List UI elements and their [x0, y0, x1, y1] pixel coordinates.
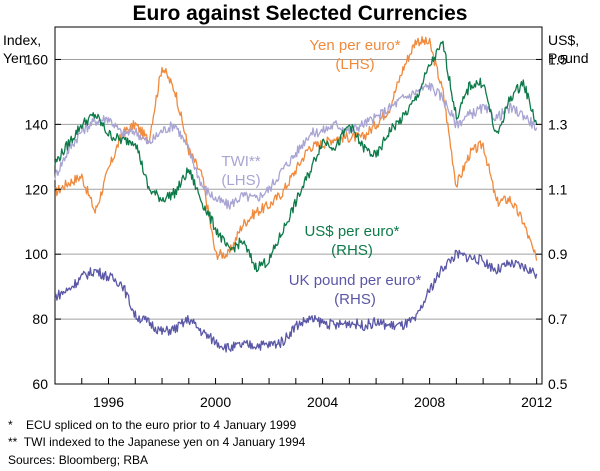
footnote-ecu: * ECU spliced on to the euro prior to 4 …: [8, 418, 297, 432]
series-label-yen-per-euro: Yen per euro*: [309, 37, 400, 54]
y-tick-label-left-80: 80: [32, 311, 48, 327]
series-unit-twi: (LHS): [221, 172, 260, 189]
series-label-twi: TWI**: [221, 153, 260, 170]
y-tick-label-left-100: 100: [25, 246, 49, 262]
footnote-twi: ** TWI indexed to the Japanese yen on 4 …: [8, 435, 306, 449]
y-tick-label-right-1.3: 1.3: [548, 116, 568, 132]
x-tick-label-1996: 1996: [93, 394, 124, 410]
right-axis-label-line2: Pound: [548, 50, 588, 66]
y-tick-label-right-1.1: 1.1: [548, 181, 568, 197]
x-tick-label-2008: 2008: [414, 394, 445, 410]
chart-title: Euro against Selected Currencies: [132, 2, 468, 25]
x-tick-label-2012: 2012: [521, 394, 552, 410]
x-tick-label-2004: 2004: [307, 394, 338, 410]
footnote-sources: Sources: Bloomberg; RBA: [8, 453, 149, 467]
y-tick-label-left-60: 60: [32, 376, 48, 392]
y-tick-label-left-160: 160: [25, 51, 49, 67]
left-axis-label-line1: Index,: [3, 32, 41, 48]
series-unit-us-per-euro: (RHS): [331, 242, 373, 259]
left-axis-label-line2: Yen: [3, 50, 27, 66]
y-tick-label-left-140: 140: [25, 116, 49, 132]
y-tick-label-right-0.9: 0.9: [548, 246, 568, 262]
series-line-us-per-euro: [54, 40, 538, 273]
y-tick-label-right-1.5: 1.5: [548, 51, 568, 67]
series-label-us-per-euro: US$ per euro*: [304, 223, 399, 240]
x-tick-label-2000: 2000: [200, 394, 231, 410]
series-unit-uk-pound-per-euro: (RHS): [334, 291, 376, 308]
y-tick-label-left-120: 120: [25, 181, 49, 197]
y-tick-label-right-0.5: 0.5: [548, 376, 568, 392]
plot-frame: [54, 26, 543, 385]
series-unit-yen-per-euro: (LHS): [335, 56, 374, 73]
y-tick-label-right-0.7: 0.7: [548, 311, 568, 327]
series-line-uk-pound-per-euro: [54, 249, 538, 353]
right-axis-label-line1: US$,: [548, 32, 579, 48]
series-line-twi: [54, 82, 538, 210]
series-line-yen-per-euro: [54, 36, 538, 261]
series-label-uk-pound-per-euro: UK pound per euro*: [289, 272, 422, 289]
